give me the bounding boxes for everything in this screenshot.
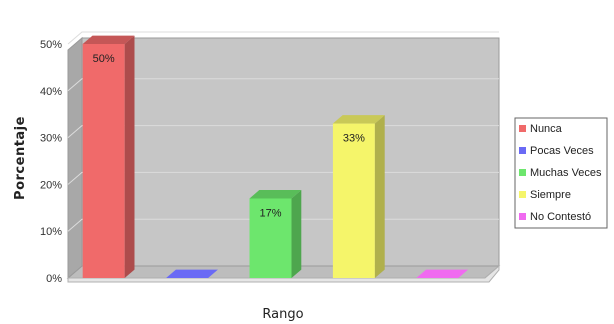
bar-side <box>374 115 385 278</box>
bar-top <box>82 35 135 44</box>
y-tick-label: 40% <box>40 86 62 98</box>
y-tick-label: 10% <box>40 226 62 238</box>
y-tick-label: 30% <box>40 133 62 145</box>
y-tick-label: 0% <box>46 273 62 285</box>
bar-nunca <box>82 35 135 278</box>
legend-item: Nunca <box>519 123 563 135</box>
bar-top <box>416 269 469 278</box>
bar-front <box>249 198 292 278</box>
gridline <box>67 31 499 45</box>
legend-swatch <box>519 213 526 220</box>
y-axis-title: Porcentaje <box>13 116 28 200</box>
bar-top <box>166 269 218 278</box>
legend-item: Pocas Veces <box>519 145 594 157</box>
legend-swatch <box>519 191 526 198</box>
legend-swatch <box>519 125 526 132</box>
bar-top <box>249 190 302 199</box>
bar-no-contest- <box>416 269 469 278</box>
bar-pocas-veces <box>166 269 218 278</box>
legend-item: No Contestó <box>519 211 591 223</box>
y-tick-label: 20% <box>40 179 62 191</box>
data-label: 50% <box>93 53 115 65</box>
data-labels: 50% 17% 33% <box>93 53 365 219</box>
bar-top <box>332 115 385 124</box>
bar-side <box>291 190 302 278</box>
y-tick-labels: 0% 10% 20% 30% 40% 50% <box>40 39 62 285</box>
legend-label: Nunca <box>530 123 563 135</box>
y-tick-label: 50% <box>40 39 62 51</box>
legend-label: Siempre <box>530 189 571 201</box>
bar-front <box>332 123 375 278</box>
legend-label: Muchas Veces <box>530 167 602 179</box>
gridline <box>67 78 499 92</box>
legend-label: No Contestó <box>530 211 591 223</box>
legend-box <box>514 117 608 229</box>
legend-item: Muchas Veces <box>519 167 602 179</box>
bar-muchas-veces <box>249 190 302 278</box>
bar-front <box>82 44 125 278</box>
legend-swatch <box>519 169 526 176</box>
bar-side <box>124 35 135 278</box>
plot-background <box>66 36 501 283</box>
legend-label: Pocas Veces <box>530 145 594 157</box>
data-label: 33% <box>343 133 365 145</box>
legend: Nunca Pocas Veces Muchas Veces Siempre No Co… <box>514 117 608 229</box>
x-axis-title: Rango <box>262 307 303 322</box>
plot-left-wall <box>67 36 83 280</box>
data-label: 17% <box>259 207 281 219</box>
bar-siempre <box>332 115 385 278</box>
legend-item: Siempre <box>519 189 571 201</box>
bars <box>82 35 469 278</box>
legend-swatch <box>519 147 526 154</box>
